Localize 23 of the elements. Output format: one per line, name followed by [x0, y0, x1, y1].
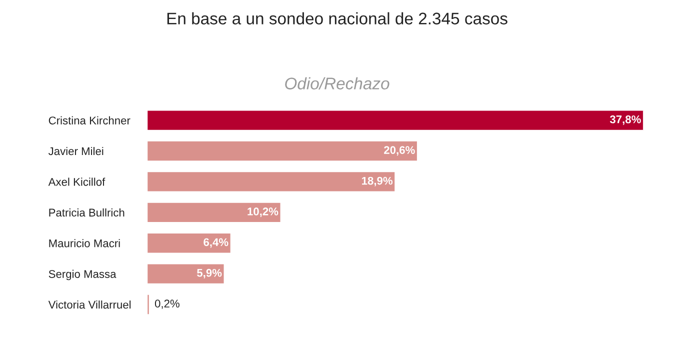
- bar: [146, 140, 418, 162]
- data-label: 10,2%: [248, 208, 278, 218]
- data-label: 18,9%: [362, 176, 393, 186]
- data-label: 37,8%: [610, 115, 641, 125]
- bar: [146, 262, 226, 285]
- data-label: 5,9%: [197, 268, 222, 278]
- bar: [146, 109, 644, 132]
- bar: [146, 170, 396, 193]
- y-tick-label: Mauricio Macri: [49, 239, 120, 248]
- y-tick-label: Axel Kicillof: [48, 178, 106, 186]
- bar: [146, 201, 282, 224]
- y-tick-label: Victoria Villarruel: [48, 300, 131, 309]
- bar: [146, 232, 232, 254]
- data-label: 20,6%: [384, 146, 415, 156]
- y-tick-label: Sergio Massa: [48, 270, 116, 280]
- chart-subtitle: Odio/Rechazo: [285, 77, 390, 90]
- y-tick-label: Patricia Bullrich: [49, 208, 124, 217]
- bar: [146, 294, 150, 316]
- y-tick-label: Cristina Kirchner: [48, 116, 130, 124]
- data-label: 0,2%: [154, 300, 180, 309]
- y-tick-label: Javier Milei: [48, 146, 104, 156]
- data-label: 6,4%: [204, 238, 228, 248]
- chart-title: En base a un sondeo nacional de 2.345 casos: [167, 12, 508, 24]
